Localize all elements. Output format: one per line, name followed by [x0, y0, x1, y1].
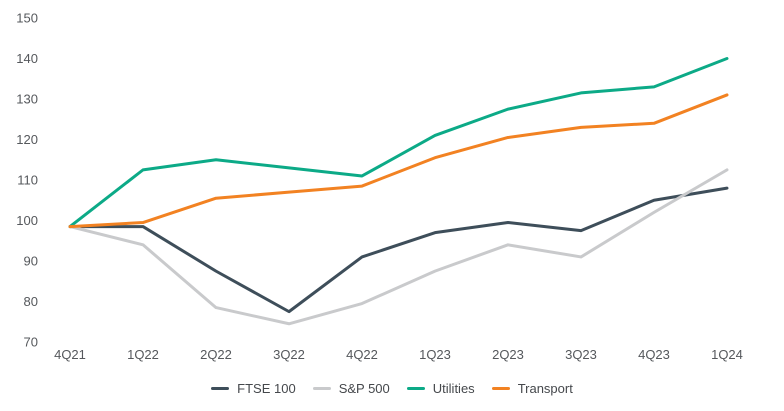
series-line-utilities: [68, 57, 729, 229]
legend-item-utilities: Utilities: [406, 381, 475, 396]
legend-marker-utilities: [406, 387, 425, 390]
legend-label-transport: Transport: [517, 381, 573, 396]
plot-area: 70 80 90 100 110 120 130 140 150 4Q21 1Q22 2Q22 3Q22…: [16, 11, 743, 363]
x-axis-tick-label: 1Q23: [419, 347, 451, 362]
series-line-ftse-100: [68, 186, 729, 314]
series-line-s-p-500: [68, 168, 729, 326]
y-axis-tick-label: 140: [16, 51, 38, 66]
y-axis-tick-label: 130: [16, 92, 38, 107]
y-axis-tick-label: 90: [24, 254, 38, 269]
legend-marker-s-p-500: [312, 387, 331, 390]
x-axis-tick-label: 1Q24: [711, 347, 743, 362]
legend: FTSE 100 S&P 500 Utilities Transport: [0, 381, 784, 396]
legend-item-ftse-100: FTSE 100: [211, 381, 296, 396]
legend-item-s-p-500: S&P 500: [312, 381, 390, 396]
y-axis-tick-label: 100: [16, 213, 38, 228]
x-axis-tick-label: 4Q22: [346, 347, 378, 362]
series-line-transport: [68, 93, 729, 229]
y-axis-tick-label: 70: [24, 335, 38, 350]
legend-label-ftse-100: FTSE 100: [237, 381, 296, 396]
legend-label-s-p-500: S&P 500: [338, 381, 390, 396]
y-axis-tick-label: 150: [16, 11, 38, 26]
legend-item-transport: Transport: [491, 381, 573, 396]
x-axis-tick-label: 2Q22: [200, 347, 232, 362]
legend-marker-transport: [491, 387, 510, 390]
y-axis-tick-label: 80: [24, 294, 38, 309]
x-axis-tick-label: 1Q22: [127, 347, 159, 362]
x-axis-tick-label: 3Q23: [565, 347, 597, 362]
legend-label-utilities: Utilities: [432, 381, 475, 396]
y-axis-tick-label: 120: [16, 132, 38, 147]
legend-marker-ftse-100: [211, 387, 230, 390]
y-axis-tick-label: 110: [17, 173, 38, 188]
x-axis-tick-label: 4Q23: [638, 347, 670, 362]
x-axis-tick-label: 4Q21: [54, 347, 86, 362]
x-axis-tick-label: 3Q22: [273, 347, 305, 362]
x-axis-tick-label: 2Q23: [492, 347, 524, 362]
